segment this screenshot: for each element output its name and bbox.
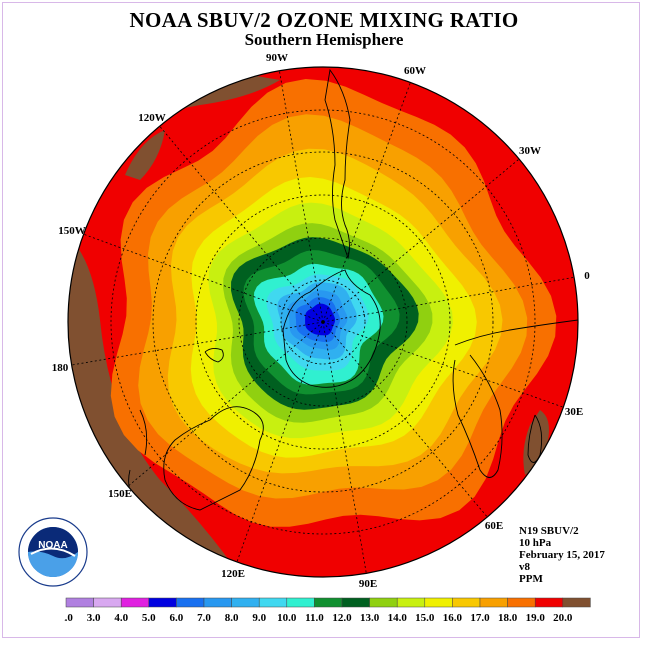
- longitude-label: 60E: [485, 520, 503, 532]
- colorbar-box: [341, 597, 370, 608]
- colorbar-box: [176, 597, 205, 608]
- colorbar-box: [258, 597, 288, 608]
- longitude-label: 30E: [565, 406, 583, 418]
- meridian-line: [279, 70, 324, 323]
- meridian-line: [83, 233, 324, 323]
- latitude-circle: [238, 237, 408, 407]
- colorbar-label: 6.0: [170, 612, 184, 624]
- meridian-line: [322, 321, 367, 574]
- colorbar-label: 2.0: [64, 612, 73, 624]
- colorbar-label: 15.0: [415, 612, 435, 624]
- colorbar-label: 11.0: [305, 612, 324, 624]
- colorbar-label: 17.0: [470, 612, 490, 624]
- colorbar-label: 19.0: [526, 612, 546, 624]
- longitude-label: 120E: [221, 568, 245, 580]
- colorbar-box: [314, 597, 343, 608]
- meridian-line: [322, 321, 564, 408]
- longitude-label: 0: [584, 270, 590, 282]
- colorbar-label: 20.0: [553, 612, 573, 624]
- map-border: [67, 66, 579, 578]
- colorbar-label: 4.0: [114, 612, 128, 624]
- colorbar: 2.0 3.0 4.0 5.0 6.0 7.0 8.0 9.0 10.0 11.0 12.0 13.0…: [64, 597, 591, 624]
- colorbar-label: 10.0: [277, 612, 297, 624]
- colorbar-box: [369, 597, 398, 608]
- latitude-circle: [280, 279, 366, 365]
- colorbar-box: [231, 597, 260, 608]
- longitude-label: 120W: [138, 112, 166, 124]
- colorbar-label: 14.0: [388, 612, 408, 624]
- colorbar-box: [93, 597, 122, 608]
- longitude-label: 90W: [266, 52, 288, 64]
- coastline: [204, 347, 224, 363]
- colorbar-box: [452, 597, 481, 608]
- data-info: N19 SBUV/2 10 hPa February 15, 2017 v8 P…: [519, 525, 605, 585]
- colorbar-label: 3.0: [87, 612, 101, 624]
- coastline: [324, 68, 351, 260]
- colorbar-box: [562, 597, 591, 608]
- page-frame: [2, 2, 640, 638]
- longitude-label: 180: [52, 362, 69, 374]
- meridian-line: [322, 321, 488, 518]
- longitude-label: 30W: [519, 145, 541, 157]
- info-satellite: N19 SBUV/2: [519, 525, 579, 537]
- colorbar-label: 16.0: [443, 612, 463, 624]
- contour-high-patch: [125, 130, 165, 180]
- colorbar-label: 7.0: [197, 612, 211, 624]
- colorbar-label: 18.0: [498, 612, 518, 624]
- meridian-line: [322, 158, 520, 323]
- colorbar-label: 8.0: [225, 612, 239, 624]
- colorbar-box: [120, 597, 150, 608]
- meridian-line: [322, 82, 411, 323]
- info-level: 10 hPa: [519, 537, 552, 549]
- colorbar-box: [507, 597, 536, 608]
- longitude-label: 90E: [359, 578, 377, 590]
- colorbar-box: [424, 597, 453, 608]
- meridian-line: [127, 321, 324, 487]
- meridian-line: [159, 125, 324, 323]
- svg-text:NOAA: NOAA: [38, 540, 67, 551]
- contour-core: [305, 303, 336, 336]
- latitude-circle: [110, 109, 536, 535]
- colorbar-box: [534, 597, 564, 608]
- map-subtitle: Southern Hemisphere: [244, 30, 404, 49]
- colorbar-box: [479, 597, 508, 608]
- meridian-line: [322, 276, 575, 323]
- noaa-logo: NOAA: [18, 517, 88, 587]
- coastline: [282, 269, 381, 388]
- longitude-label: 60W: [404, 65, 426, 77]
- colorbar-box: [203, 597, 232, 608]
- colorbar-box: [65, 597, 94, 608]
- coastline: [163, 406, 264, 511]
- colorbar-label: 12.0: [332, 612, 352, 624]
- meridian-line: [71, 321, 324, 366]
- ozone-field: [68, 67, 578, 577]
- coastline: [527, 414, 543, 463]
- colorbar-box: [148, 597, 177, 608]
- colorbar-label: 13.0: [360, 612, 380, 624]
- colorbar-box: [286, 597, 315, 608]
- map-title: NOAA SBUV/2 OZONE MIXING RATIO: [129, 8, 519, 32]
- info-version: v8: [519, 561, 530, 573]
- info-units: PPM: [519, 573, 543, 585]
- latitude-circle: [152, 151, 494, 493]
- info-date: February 15, 2017: [519, 549, 605, 561]
- meridian-line: [236, 321, 324, 563]
- longitude-label: 150W: [58, 225, 86, 237]
- latitude-circle: [195, 194, 451, 450]
- colorbar-box: [396, 597, 426, 608]
- coastline: [452, 319, 578, 478]
- colorbar-label: 9.0: [252, 612, 266, 624]
- colorbar-label: 5.0: [142, 612, 156, 624]
- longitude-label: 150E: [108, 488, 132, 500]
